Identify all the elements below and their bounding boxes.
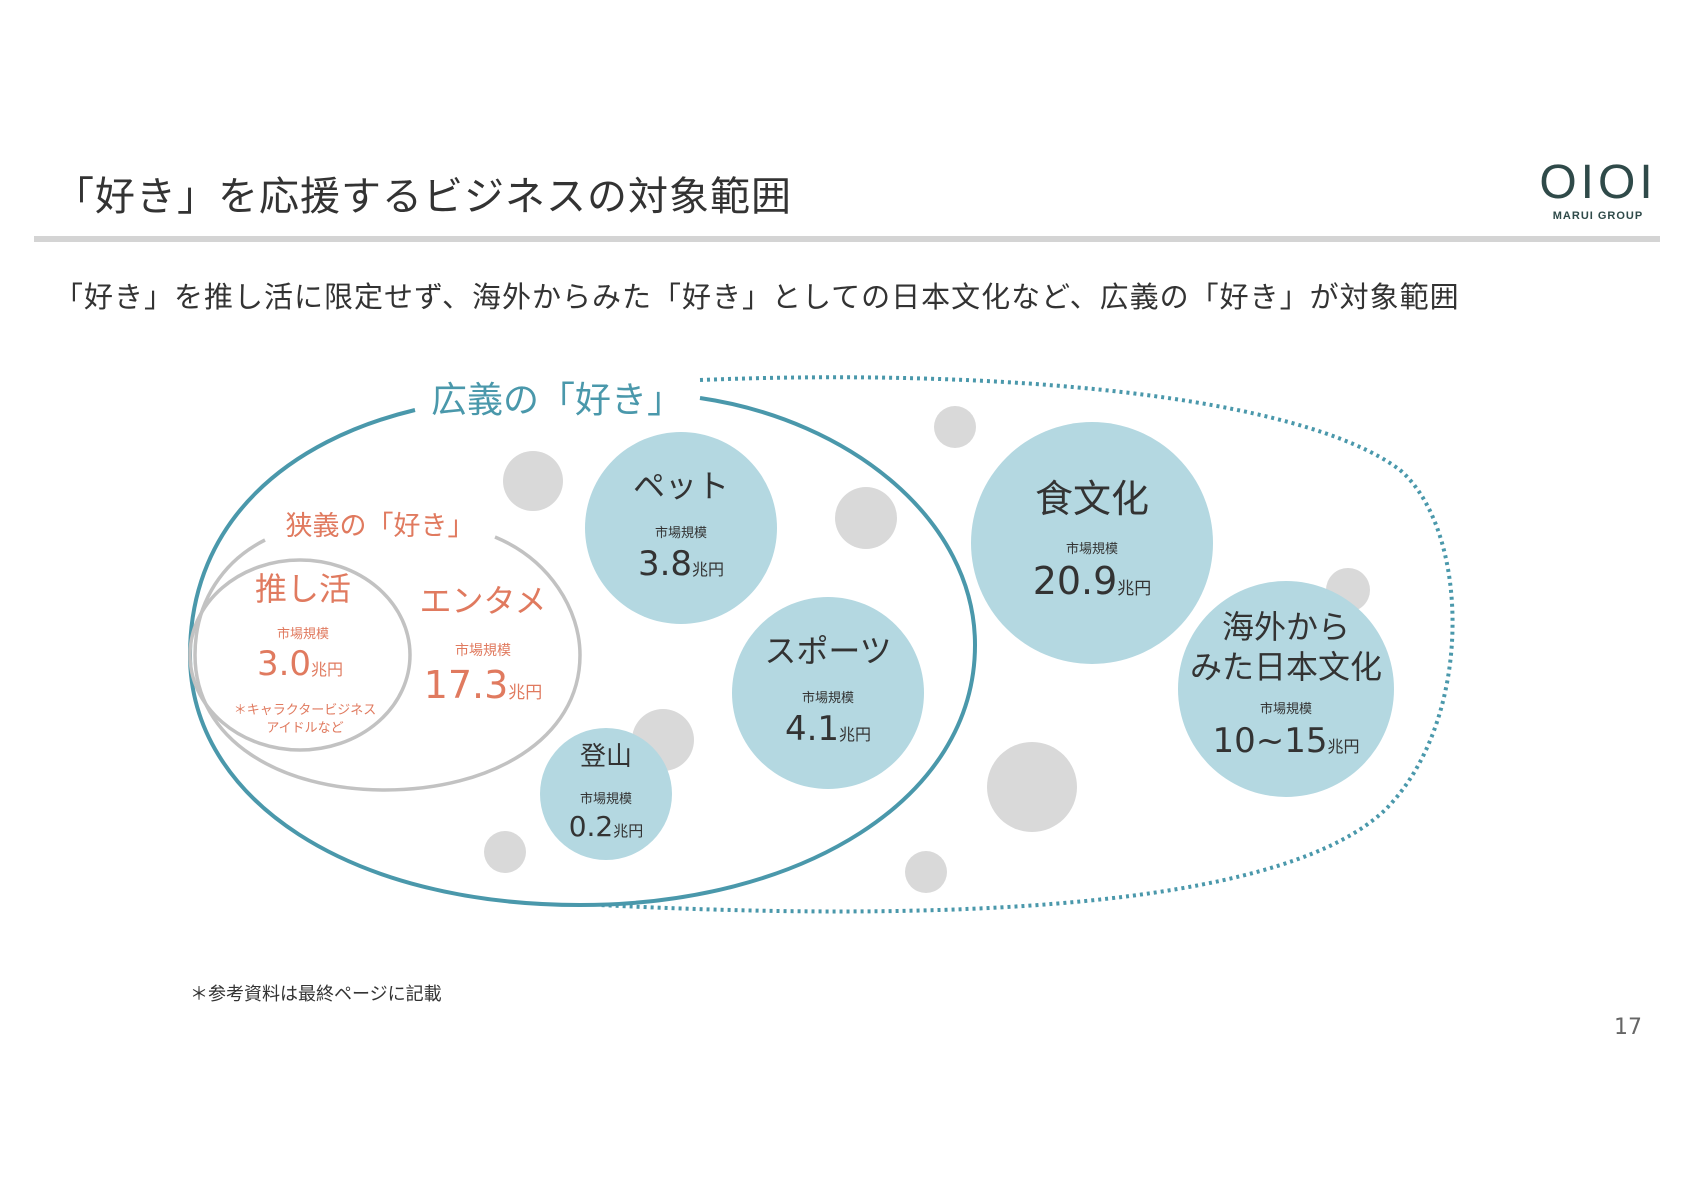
sports-market-size: 4.1兆円 [785, 709, 871, 749]
pet-market-label: 市場規模 [655, 525, 707, 541]
enta-unit: 兆円 [508, 683, 542, 703]
logo-text: MARUI GROUP [1552, 210, 1644, 222]
marui-logo: OIOI MARUI GROUP [1538, 156, 1658, 223]
narrow-scope-ring [193, 535, 582, 792]
sports-value: 4.1 [785, 709, 839, 749]
grey-bubble [987, 742, 1077, 832]
outer-dotted-ellipse [599, 375, 1455, 914]
footnote: ＊参考資料は最終ページに記載 [190, 984, 442, 1005]
sports-name: スポーツ [764, 632, 891, 670]
enta-value: 17.3 [424, 663, 509, 707]
food-unit: 兆円 [1117, 579, 1151, 599]
oshi-market-size: 3.0兆円 [257, 644, 343, 684]
tozan-bubble [540, 728, 672, 860]
japan-culture-market-label: 市場規模 [1260, 701, 1312, 717]
oshi-ring [188, 558, 412, 752]
oshi-unit: 兆円 [311, 660, 343, 679]
broad-scope-ellipse [187, 396, 978, 908]
grey-bubble [835, 487, 897, 549]
food-value: 20.9 [1033, 559, 1118, 603]
food-name: 食文化 [1035, 477, 1149, 521]
pet-unit: 兆円 [692, 560, 724, 579]
oshi-note-line2: アイドルなど [266, 721, 343, 736]
japan-culture-bubble [1178, 581, 1394, 797]
food-market-label: 市場規模 [1066, 541, 1118, 557]
tozan-unit: 兆円 [613, 822, 643, 840]
sports-market-label: 市場規模 [802, 690, 854, 706]
oshi-market-label: 市場規模 [277, 626, 329, 642]
tozan-name: 登山 [580, 742, 632, 772]
grey-bubble [484, 831, 526, 873]
japan-culture-name-line1: 海外から [1222, 608, 1350, 646]
oshi-note-line1: ＊キャラクタービジネス [234, 703, 376, 718]
page-number: 17 [1614, 1015, 1642, 1040]
page-subtitle: 「好き」を推し活に限定せず、海外からみた「好き」としての日本文化など、広義の「好… [54, 280, 1460, 314]
food-market-size: 20.9兆円 [1033, 559, 1152, 603]
sports-unit: 兆円 [839, 725, 871, 744]
pet-market-size: 3.8兆円 [638, 544, 724, 584]
pet-name: ペット [633, 467, 729, 505]
japan-culture-market-size: 10~15兆円 [1212, 721, 1359, 761]
grey-bubble [905, 851, 947, 893]
oshi-value: 3.0 [257, 644, 311, 684]
enta-market-size: 17.3兆円 [424, 663, 543, 707]
enta-market-label: 市場規模 [455, 642, 511, 659]
sports-bubble [732, 597, 924, 789]
grey-bubble [503, 451, 563, 511]
japan-culture-unit: 兆円 [1328, 737, 1360, 756]
logo-mark: OIOI [1539, 156, 1657, 209]
narrow-scope-label: 狭義の「好き」 [286, 511, 475, 542]
pet-value: 3.8 [638, 544, 692, 584]
page-title: 「好き」を応援するビジネスの対象範囲 [54, 174, 792, 220]
japan-culture-name-line2: みた日本文化 [1190, 648, 1382, 686]
tozan-market-label: 市場規模 [580, 791, 632, 807]
food-bubble [971, 422, 1213, 664]
grey-bubble [934, 406, 976, 448]
pet-bubble [585, 432, 777, 624]
oshi-name: 推し活 [255, 570, 351, 608]
broad-scope-label: 広義の「好き」 [431, 380, 683, 421]
tozan-market-size: 0.2兆円 [569, 810, 644, 843]
japan-culture-value: 10~15 [1212, 721, 1327, 761]
header-divider [34, 236, 1660, 242]
tozan-value: 0.2 [569, 810, 614, 843]
enta-name: エンタメ [419, 582, 546, 620]
